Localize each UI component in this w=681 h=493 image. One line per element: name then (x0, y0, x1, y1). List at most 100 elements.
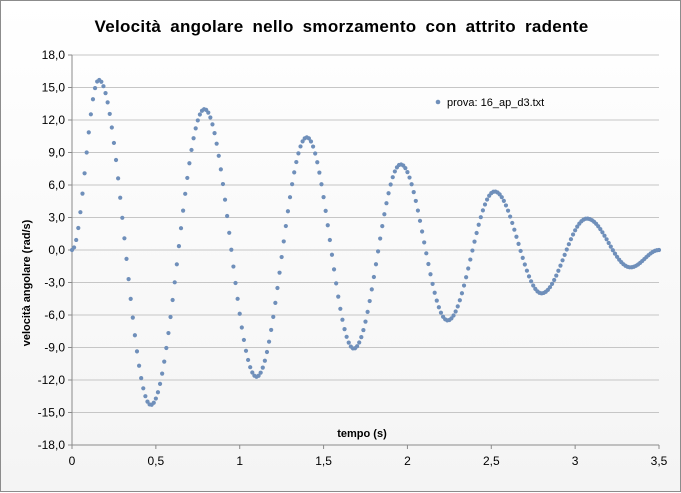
data-point (153, 396, 158, 401)
data-point (78, 210, 83, 215)
data-point (512, 227, 517, 232)
data-point (606, 240, 611, 246)
data-point (134, 349, 140, 354)
data-point (375, 249, 381, 254)
data-point (409, 182, 414, 187)
data-point (380, 223, 385, 229)
data-point (526, 274, 532, 279)
data-point (80, 191, 85, 196)
data-point (327, 237, 332, 243)
data-point (464, 275, 469, 280)
data-point (300, 139, 305, 144)
legend: prova: 16_ap_d3.txt (435, 97, 544, 109)
data-point (220, 181, 226, 187)
data-point (120, 215, 125, 220)
x-tick-label: 2,5 (483, 454, 500, 468)
data-point (344, 334, 349, 339)
data-point (229, 247, 234, 252)
data-point (193, 126, 198, 131)
data-point (187, 161, 192, 166)
data-point (174, 262, 179, 267)
data-point (151, 400, 156, 405)
data-point (547, 285, 553, 290)
data-point (405, 170, 410, 175)
data-point (191, 136, 196, 141)
data-point (614, 254, 620, 259)
data-point (478, 215, 483, 220)
x-tick-label: 2 (404, 454, 411, 468)
data-point (480, 208, 485, 213)
data-point (132, 333, 137, 338)
x-tick-label: 0 (69, 454, 76, 468)
data-point (522, 262, 527, 267)
data-point (239, 325, 244, 330)
data-point (422, 240, 427, 245)
data-point (90, 97, 96, 102)
data-point (470, 248, 475, 253)
data-point (562, 252, 567, 257)
data-point (139, 376, 144, 381)
data-point (610, 248, 615, 253)
data-point (598, 227, 603, 232)
data-point (361, 327, 366, 333)
data-point (323, 208, 328, 213)
x-tick-label: 1 (236, 454, 243, 468)
data-point (568, 237, 574, 242)
data-point (573, 228, 578, 233)
data-point (346, 340, 351, 345)
y-tick-label: -12,0 (38, 373, 66, 387)
data-point (218, 167, 223, 172)
data-point (222, 197, 228, 202)
data-point (413, 198, 418, 204)
data-point (246, 357, 251, 363)
data-point (281, 239, 286, 244)
data-point (178, 226, 184, 231)
data-point (461, 283, 467, 288)
y-tick-label: 12,0 (42, 113, 66, 127)
data-point (552, 277, 557, 283)
data-point (183, 191, 188, 196)
data-point (111, 140, 117, 146)
data-point (122, 236, 127, 241)
data-point (72, 245, 77, 250)
data-point (313, 151, 318, 156)
data-point (524, 268, 530, 273)
data-point (271, 314, 276, 319)
data-point (499, 195, 504, 200)
data-point (109, 125, 114, 130)
data-point (185, 175, 190, 181)
data-point (155, 390, 161, 395)
data-point (126, 277, 131, 282)
data-point (570, 232, 576, 237)
data-point (317, 170, 322, 175)
y-axis-title: velocità angolare (rad/s) (21, 219, 33, 346)
data-point (82, 171, 87, 176)
data-point (101, 84, 106, 89)
data-point (373, 262, 379, 267)
data-point (436, 305, 441, 310)
data-point (363, 319, 368, 324)
data-point (484, 197, 490, 202)
y-tick-label: -15,0 (38, 406, 66, 420)
data-point (453, 309, 458, 314)
data-point (382, 212, 387, 217)
data-point (266, 339, 272, 344)
data-point (432, 290, 437, 295)
chart-title: Velocità angolare nello smorzamento con … (94, 17, 589, 36)
data-point (206, 110, 211, 115)
data-point (558, 263, 563, 268)
data-point (181, 208, 186, 213)
data-point (457, 298, 462, 303)
data-point (386, 191, 391, 196)
data-point (476, 222, 481, 227)
data-point (342, 327, 347, 332)
data-point (248, 365, 253, 370)
data-point (459, 291, 465, 296)
data-point (518, 248, 523, 254)
data-point (455, 304, 460, 309)
data-point (195, 118, 200, 123)
data-point (296, 151, 301, 156)
data-point (531, 283, 536, 288)
data-point (231, 264, 236, 269)
